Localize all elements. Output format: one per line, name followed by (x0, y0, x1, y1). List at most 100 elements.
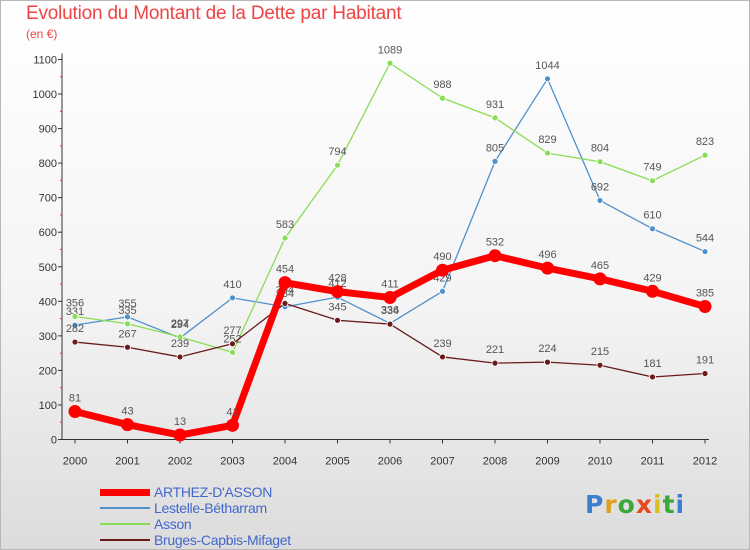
y-tick-label: 400 (39, 296, 57, 308)
logo-letter: t (662, 490, 676, 519)
data-label: 334 (381, 305, 399, 317)
data-label: 221 (486, 344, 504, 356)
data-point (544, 149, 551, 157)
data-point (281, 234, 289, 242)
logo-letter: x (635, 490, 653, 519)
data-label: 532 (486, 237, 504, 249)
y-tick-label: 100 (39, 400, 57, 412)
data-point (124, 320, 131, 328)
data-label: 239 (171, 338, 189, 350)
data-label: 988 (433, 79, 451, 91)
data-label: 465 (591, 260, 609, 272)
data-label: 823 (696, 136, 714, 148)
data-point (439, 353, 446, 361)
y-tick-label: 600 (39, 227, 57, 239)
data-label: 191 (696, 355, 714, 367)
data-point (596, 158, 604, 166)
logo-letter: r (604, 490, 618, 519)
chart-unit: (en €) (26, 27, 58, 41)
data-point (491, 359, 499, 367)
data-point (331, 285, 344, 299)
data-label: 356 (66, 298, 84, 310)
data-label: 239 (433, 338, 451, 350)
data-point (71, 321, 79, 329)
data-point (698, 299, 712, 313)
legend-label: Lestelle-Bétharram (154, 500, 267, 516)
x-tick-label: 2008 (483, 456, 507, 468)
data-label: 410 (223, 279, 241, 291)
data-point (649, 177, 656, 185)
data-point (544, 75, 551, 83)
data-label: 282 (66, 323, 84, 335)
x-tick-label: 2001 (115, 456, 139, 468)
data-point (649, 373, 656, 381)
data-point (278, 276, 292, 290)
data-point (646, 284, 659, 298)
data-label: 610 (643, 210, 661, 222)
logo-letter: o (617, 490, 636, 519)
y-tick-label: 1000 (33, 89, 57, 101)
data-label: 385 (696, 287, 714, 299)
data-label: 583 (276, 219, 294, 231)
logo-letter: i (675, 490, 686, 519)
data-point (226, 418, 239, 432)
data-point (383, 290, 397, 304)
x-tick-label: 2012 (693, 456, 717, 468)
data-label: 345 (328, 301, 346, 313)
data-label: 749 (643, 162, 661, 174)
data-label: 804 (591, 143, 609, 155)
data-label: 496 (538, 249, 556, 261)
data-label: 805 (486, 142, 504, 154)
data-label: 81 (69, 393, 81, 405)
data-point (544, 358, 551, 366)
data-point (386, 59, 394, 67)
data-label: 544 (696, 233, 714, 245)
data-point (124, 343, 131, 351)
logo-letter: P (585, 490, 605, 519)
data-label: 355 (118, 298, 136, 310)
data-point (121, 418, 134, 432)
x-tick-label: 2003 (220, 456, 244, 468)
data-point (491, 157, 499, 165)
chart-title: Evolution du Montant de la Dette par Hab… (26, 3, 402, 24)
x-tick-label: 2009 (535, 456, 559, 468)
data-point (596, 361, 604, 369)
data-point (596, 197, 604, 204)
legend-swatch (100, 539, 150, 541)
data-point (436, 263, 449, 277)
data-label: 429 (643, 272, 661, 284)
y-tick-label: 300 (39, 331, 57, 343)
data-label: 294 (171, 319, 189, 331)
data-point (229, 340, 236, 348)
data-label: 829 (538, 134, 556, 146)
y-tick-label: 900 (39, 124, 57, 136)
x-tick-label: 2007 (430, 456, 454, 468)
data-label: 267 (118, 328, 136, 340)
data-point (649, 225, 656, 233)
legend-swatch (100, 523, 150, 525)
data-point (176, 353, 184, 361)
data-label: 692 (591, 181, 609, 193)
x-tick-label: 2006 (378, 456, 402, 468)
data-label: 252 (223, 333, 241, 345)
data-point (229, 349, 236, 356)
data-point (334, 316, 341, 324)
data-point (701, 248, 709, 255)
data-label: 335 (118, 305, 136, 317)
legend-swatch (100, 507, 150, 509)
data-label: 224 (538, 343, 556, 355)
data-point (491, 114, 499, 122)
data-point (701, 151, 709, 159)
x-tick-label: 2005 (325, 456, 349, 468)
x-tick-label: 2004 (273, 456, 297, 468)
data-point (439, 287, 446, 295)
y-tick-label: 200 (39, 365, 57, 377)
data-point (541, 261, 554, 275)
y-tick-label: 800 (39, 158, 57, 170)
data-label: 1089 (378, 44, 402, 56)
x-tick-label: 2010 (588, 456, 612, 468)
data-label: 411 (381, 278, 399, 290)
data-label: 215 (591, 346, 609, 358)
data-label: 454 (276, 264, 294, 276)
